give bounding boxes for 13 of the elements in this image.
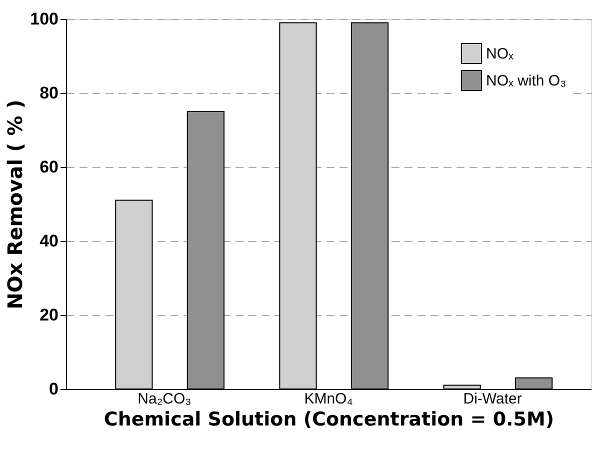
y-tick-label: 20 bbox=[40, 306, 58, 324]
legend-label: NOₓ bbox=[486, 46, 514, 62]
x-tick-label: Di-Water bbox=[463, 390, 522, 408]
legend-label: NOₓ with O₃ bbox=[486, 72, 566, 90]
y-axis-title: NOx Removal ( % ) bbox=[3, 100, 28, 310]
y-tick-label: 100 bbox=[30, 10, 58, 28]
y-tick-label: 80 bbox=[40, 84, 58, 102]
x-tick-label: Na₂CO₃ bbox=[138, 390, 192, 408]
x-axis-title: Chemical Solution (Concentration = 0.5M) bbox=[104, 408, 554, 430]
y-tick-label: 40 bbox=[40, 232, 58, 250]
y-tick-label: 60 bbox=[40, 158, 58, 176]
y-tick-label: 0 bbox=[49, 380, 58, 398]
x-tick-label: KMnO₄ bbox=[304, 390, 353, 408]
